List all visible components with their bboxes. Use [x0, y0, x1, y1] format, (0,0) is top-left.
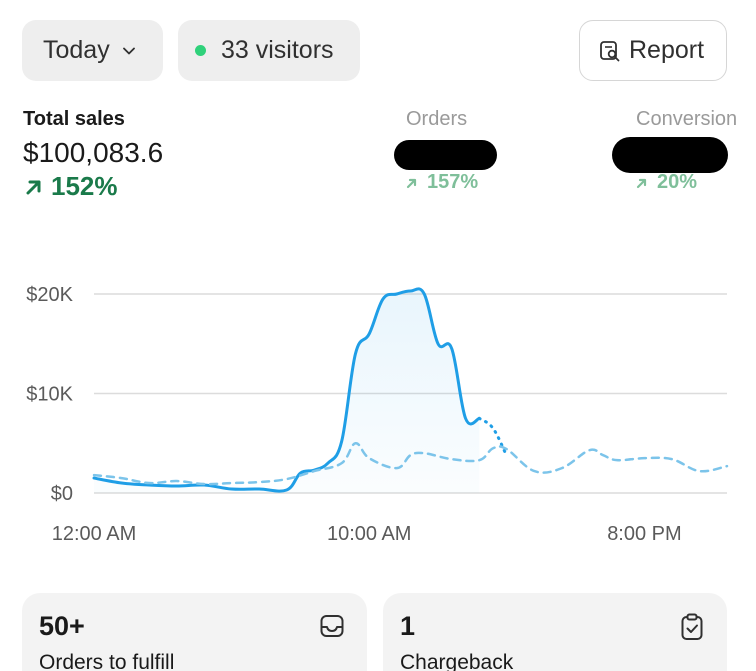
chargeback-count: 1: [400, 611, 416, 641]
live-dot-icon: [195, 45, 206, 56]
chargeback-label: Chargeback: [400, 651, 514, 671]
y-tick-label: $20K: [26, 284, 73, 306]
arrow-up-right-icon: [636, 178, 647, 188]
x-tick-label: 12:00 AM: [52, 523, 137, 545]
clipboard-check-icon: [681, 613, 703, 640]
arrow-up-right-icon: [26, 180, 41, 194]
chart-x-axis: 12:00 AM 10:00 AM 8:00 PM: [52, 523, 682, 545]
y-tick-label: $10K: [26, 384, 73, 406]
total-sales-label[interactable]: Total sales: [23, 108, 125, 130]
redacted-conversion-value: [612, 137, 728, 173]
sales-chart[interactable]: $20K $10K $0 12:00 AM 10:00 AM 8:00 PM: [0, 270, 756, 560]
arrow-up-right-icon: [406, 178, 417, 188]
series-line-today: [92, 287, 481, 493]
chart-series: [92, 287, 729, 493]
series-area: [94, 288, 480, 493]
chargeback-card[interactable]: 1 Chargeback: [383, 593, 727, 671]
visitors-label: 33 visitors: [221, 36, 334, 64]
report-button[interactable]: Report: [579, 20, 727, 81]
orders-delta: 157%: [405, 171, 478, 194]
report-search-icon: [600, 40, 620, 61]
conversion-label[interactable]: Conversion: [636, 108, 738, 130]
y-tick-label: $0: [51, 483, 73, 505]
live-visitors-button[interactable]: 33 visitors: [178, 20, 360, 81]
total-sales-value: $100,083.6: [23, 137, 164, 168]
redacted-orders-value: [394, 140, 497, 170]
x-tick-label: 10:00 AM: [327, 523, 412, 545]
date-filter-label: Today: [43, 36, 110, 64]
series-line-projected: [477, 416, 509, 458]
conversion-delta-value: 20%: [657, 171, 698, 193]
orders-delta-value: 157%: [427, 171, 479, 193]
report-label: Report: [629, 36, 705, 64]
orders-label[interactable]: Orders: [406, 108, 468, 130]
series-line-comparison: [92, 442, 729, 486]
chevron-down-icon: [122, 47, 135, 54]
date-filter-button[interactable]: Today: [22, 20, 163, 81]
orders-to-fulfill-label: Orders to fulfill: [39, 651, 175, 671]
x-tick-label: 8:00 PM: [607, 523, 681, 545]
total-sales-delta: 152%: [23, 171, 118, 202]
total-sales-delta-value: 152%: [51, 171, 118, 201]
chart-y-axis: $20K $10K $0: [26, 284, 73, 505]
inbox-icon: [320, 615, 344, 637]
conversion-delta: 20%: [635, 171, 697, 194]
orders-to-fulfill-count: 50+: [39, 611, 85, 641]
orders-to-fulfill-card[interactable]: 50+ Orders to fulfill: [22, 593, 367, 671]
